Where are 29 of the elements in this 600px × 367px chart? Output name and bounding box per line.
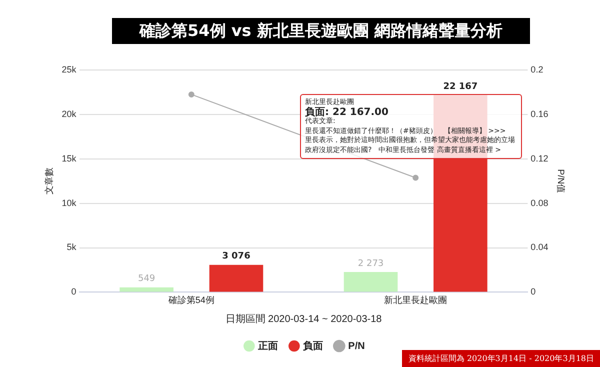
data-label: 22 167	[443, 82, 478, 92]
y-tick-label: 0	[71, 286, 76, 297]
y2-tick-label: 0.2	[530, 64, 544, 74]
data-label: 2 273	[358, 258, 384, 269]
y2-tick-label: 0.16	[530, 108, 548, 119]
chart-title: 確診第54例 vs 新北里長遊歐團 網路情緒聲量分析	[112, 18, 530, 44]
bar	[209, 264, 264, 292]
y-tick-label: 15k	[62, 153, 77, 164]
y2-tick-label: 0.04	[530, 242, 548, 252]
y-tick-label: 10k	[62, 198, 77, 208]
x-axis-title: 日期區間 2020-03-14 ~ 2020-03-18	[225, 312, 382, 325]
annotation: 負面: 22 167.00	[305, 106, 390, 118]
y-tick-label: 5k	[66, 242, 77, 252]
y-axis-title: 文章數	[44, 168, 54, 195]
x-tick-label: 確診第54例	[167, 295, 214, 306]
y2-tick-label: 0.08	[530, 198, 548, 208]
bar	[120, 287, 174, 292]
text: 資料統計區間為 2020年3月14日 - 2020年3月18日	[402, 350, 600, 367]
y2-tick-label: 0.12	[530, 153, 548, 164]
data-label: 549	[138, 274, 156, 284]
bar	[344, 272, 398, 292]
data-label: 3 076	[222, 252, 250, 262]
y-tick-label: 25k	[62, 64, 77, 74]
y2-axis-title: P/N值	[556, 169, 566, 194]
y2-tick-label: 0	[530, 286, 536, 297]
legend-label: P/N	[348, 340, 365, 352]
y-tick-label: 20k	[62, 108, 77, 119]
legend-label: 正面	[257, 340, 278, 352]
legend-label: 負面	[303, 340, 324, 352]
